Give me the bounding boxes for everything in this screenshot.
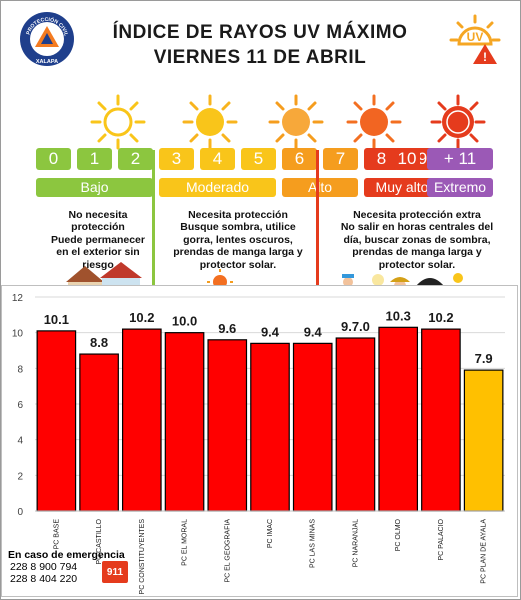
bar (378, 326, 419, 512)
y-tick-label: 0 (17, 507, 23, 518)
divider-low (152, 150, 155, 285)
emergency-911-icon: 911 (102, 561, 128, 583)
title-line-2: VIERNES 11 DE ABRIL (153, 47, 367, 68)
emergency-911-text: 911 (107, 567, 124, 578)
scale-number: + 11 (427, 148, 493, 170)
band-extreme: Extremo (427, 178, 493, 197)
bar-value-label: 9.4 (304, 324, 323, 339)
divider-high (316, 150, 319, 285)
title-line-1: ÍNDICE DE RAYOS UV MÁXIMO (112, 22, 408, 43)
band-moderate: Moderado (159, 178, 276, 197)
x-tick-label: PC CASTILLO (96, 518, 103, 564)
bar-value-label: 10.0 (172, 314, 197, 329)
scale-number: 4 (200, 148, 235, 170)
y-tick-label: 12 (12, 293, 24, 304)
bar (36, 330, 77, 512)
uv-warning-icon: UV ! (449, 14, 501, 64)
y-tick-label: 10 (12, 329, 24, 340)
x-tick-label: PC CONSTITUYENTES (139, 519, 146, 595)
y-tick-label: 8 (17, 364, 23, 375)
x-tick-label: PC EL MORAL (182, 519, 189, 566)
uv-scale: 0 1 2 3 4 5 6 7 8 9 Bajo Moderado Alto M… (36, 148, 496, 198)
emergency-phone-2: 228 8 404 220 (10, 573, 78, 585)
bar-value-label: 9.4 (261, 324, 280, 339)
scale-number: 0 (36, 148, 71, 170)
bar (421, 328, 461, 512)
scale-number: 10 (394, 148, 420, 170)
bar-value-label: 9.7.0 (341, 319, 370, 334)
page-title: ÍNDICE DE RAYOS UV MÁXIMO VIERNES 11 DE … (95, 20, 425, 70)
bar (207, 339, 248, 512)
sun-very-high-icon (346, 94, 402, 150)
bar-value-label: 10.3 (386, 308, 411, 323)
x-tick-label: PC BASE (53, 519, 60, 550)
y-tick-label: 4 (17, 436, 23, 447)
sun-high-icon (268, 94, 324, 150)
x-tick-label: PC OLMO (395, 518, 402, 551)
logo-bottom-text: XALAPA (36, 59, 58, 65)
sun-low-icon (90, 94, 146, 150)
sun-extreme-icon (430, 94, 486, 150)
bar-value-label: 10.1 (44, 312, 69, 327)
scale-number: 3 (159, 148, 194, 170)
emergency-heading: En caso de emergencia (8, 549, 125, 561)
x-tick-label: PC LAS MINAS (310, 519, 317, 568)
bar (292, 342, 333, 512)
x-tick-label: PC EL GEOGRAFIA (224, 519, 231, 583)
bar-value-label: 9.6 (218, 321, 236, 336)
scale-number: 2 (118, 148, 153, 170)
scale-number: 5 (241, 148, 276, 170)
bar (335, 337, 376, 512)
advice-very-high: Necesita protección extra No salir en hor… (340, 209, 494, 271)
bar-value-label: 10.2 (428, 310, 453, 325)
scale-number: 7 (323, 148, 358, 170)
x-tick-label: PC NARANJAL (352, 519, 359, 567)
band-low: Bajo (36, 178, 153, 197)
uv-bar-chart: 0 2 4 6 8 10 12 10.1 PC BASE 8.8 PC CASTILLO 10.2 PC… (1, 285, 518, 597)
sun-moderate-icon (182, 94, 238, 150)
bar (164, 332, 205, 512)
uv-badge-text: UV (467, 30, 484, 44)
emergency-phone-1: 228 8 900 794 (10, 561, 78, 573)
y-tick-label: 2 (17, 471, 23, 482)
bar (121, 328, 162, 512)
band-high: Alto (282, 178, 358, 197)
scale-number: 1 (77, 148, 112, 170)
advice-moderate: Necesita protección Busque sombra, utilic… (173, 209, 303, 271)
scale-number: 6 (282, 148, 317, 170)
bar (79, 353, 119, 512)
x-tick-label: PC PLAN DE AYALA (481, 519, 488, 584)
svg-text:!: ! (483, 50, 487, 64)
proteccion-civil-logo: PROTECCIÓN CIVIL XALAPA (20, 12, 74, 66)
y-tick-label: 6 (17, 400, 23, 411)
bar (250, 342, 290, 512)
bar (463, 369, 504, 512)
scale-number: 8 (364, 148, 399, 170)
bar-value-label: 10.2 (129, 310, 154, 325)
advice-low: No necesita protección Puede permanecer en … (51, 209, 145, 271)
x-tick-label: PC PALACIO (438, 518, 445, 560)
emergency-contacts: En caso de emergencia 228 8 900 794 228 … (8, 549, 125, 585)
band-very-high: Muy alto (364, 178, 440, 197)
bar-value-label: 7.9 (475, 351, 493, 366)
x-tick-label: PC IMAC (267, 519, 274, 548)
bar-value-label: 8.8 (90, 335, 108, 350)
